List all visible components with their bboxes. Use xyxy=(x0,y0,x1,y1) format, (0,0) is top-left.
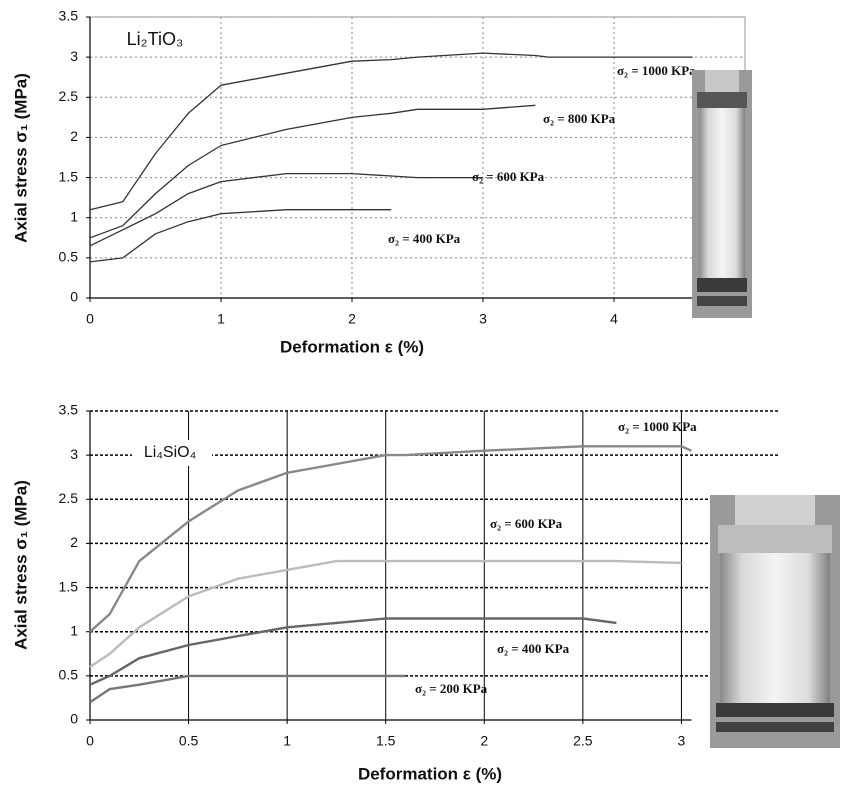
photo xyxy=(710,495,840,748)
line xyxy=(89,104,536,239)
x-tick-label: 0.5 xyxy=(179,733,199,749)
photo xyxy=(692,70,752,318)
line xyxy=(89,617,617,686)
y-tick-label: 1 xyxy=(70,208,78,224)
y-tick-label: 1 xyxy=(70,622,78,638)
annotation: Li₄SiO₄ xyxy=(144,444,196,461)
y-tick-label: 0 xyxy=(70,711,78,727)
y-tick-label: 0 xyxy=(70,289,78,305)
y-tick-label: 3 xyxy=(70,48,78,64)
y-tick-label: 2 xyxy=(70,534,78,550)
y-axis-title: Axial stress σ₁ (MPa) xyxy=(11,480,30,650)
series-label: σ₂ = 400 KPa xyxy=(497,641,570,656)
x-tick-label: 1 xyxy=(217,311,225,327)
x-tick-label: 2.5 xyxy=(573,733,593,749)
y-tick-label: 2.5 xyxy=(59,88,79,104)
annotation: Li₂TiO₃ xyxy=(127,29,184,49)
y-tick-label: 3 xyxy=(70,446,78,462)
y-tick-label: 3.5 xyxy=(59,402,79,418)
series-label: σ₂ = 600 KPa xyxy=(472,169,545,184)
y-tick-label: 1.5 xyxy=(59,578,79,594)
series-label: σ₂ = 400 KPa xyxy=(388,231,461,246)
series-label: σ₂ = 200 KPa xyxy=(415,681,488,696)
series-label: σ₂ = 600 KPa xyxy=(490,516,563,531)
x-tick-label: 2 xyxy=(348,311,356,327)
series-label: σ₂ = 1000 KPa xyxy=(618,419,697,434)
x-axis-title: Deformation ε (%) xyxy=(280,337,424,356)
x-tick-label: 2 xyxy=(480,733,488,749)
x-tick-label: 3 xyxy=(479,311,487,327)
line xyxy=(89,445,692,633)
y-axis-title: Axial stress σ₁ (MPa) xyxy=(11,73,30,243)
x-tick-label: 0 xyxy=(86,311,94,327)
plot-frame xyxy=(89,16,746,299)
x-tick-label: 0 xyxy=(86,733,94,749)
x-tick-label: 1.5 xyxy=(376,733,396,749)
series-label: σ₂ = 1000 KPa xyxy=(617,63,696,78)
y-tick-label: 2 xyxy=(70,128,78,144)
series-label: σ₂ = 800 KPa xyxy=(543,111,616,126)
line xyxy=(89,209,392,263)
line xyxy=(89,172,483,247)
y-tick-label: 0.5 xyxy=(59,667,79,683)
x-tick-label: 1 xyxy=(283,733,291,749)
x-tick-label: 3 xyxy=(678,733,686,749)
line xyxy=(89,674,406,704)
annotation-bg xyxy=(132,440,212,466)
y-tick-label: 3.5 xyxy=(59,8,79,24)
line xyxy=(89,559,682,668)
x-tick-label: 4 xyxy=(610,311,618,327)
y-tick-label: 1.5 xyxy=(59,168,79,184)
y-tick-label: 0.5 xyxy=(59,249,79,265)
line xyxy=(89,52,693,211)
x-axis-title: Deformation ε (%) xyxy=(358,764,502,783)
y-tick-label: 2.5 xyxy=(59,490,79,506)
